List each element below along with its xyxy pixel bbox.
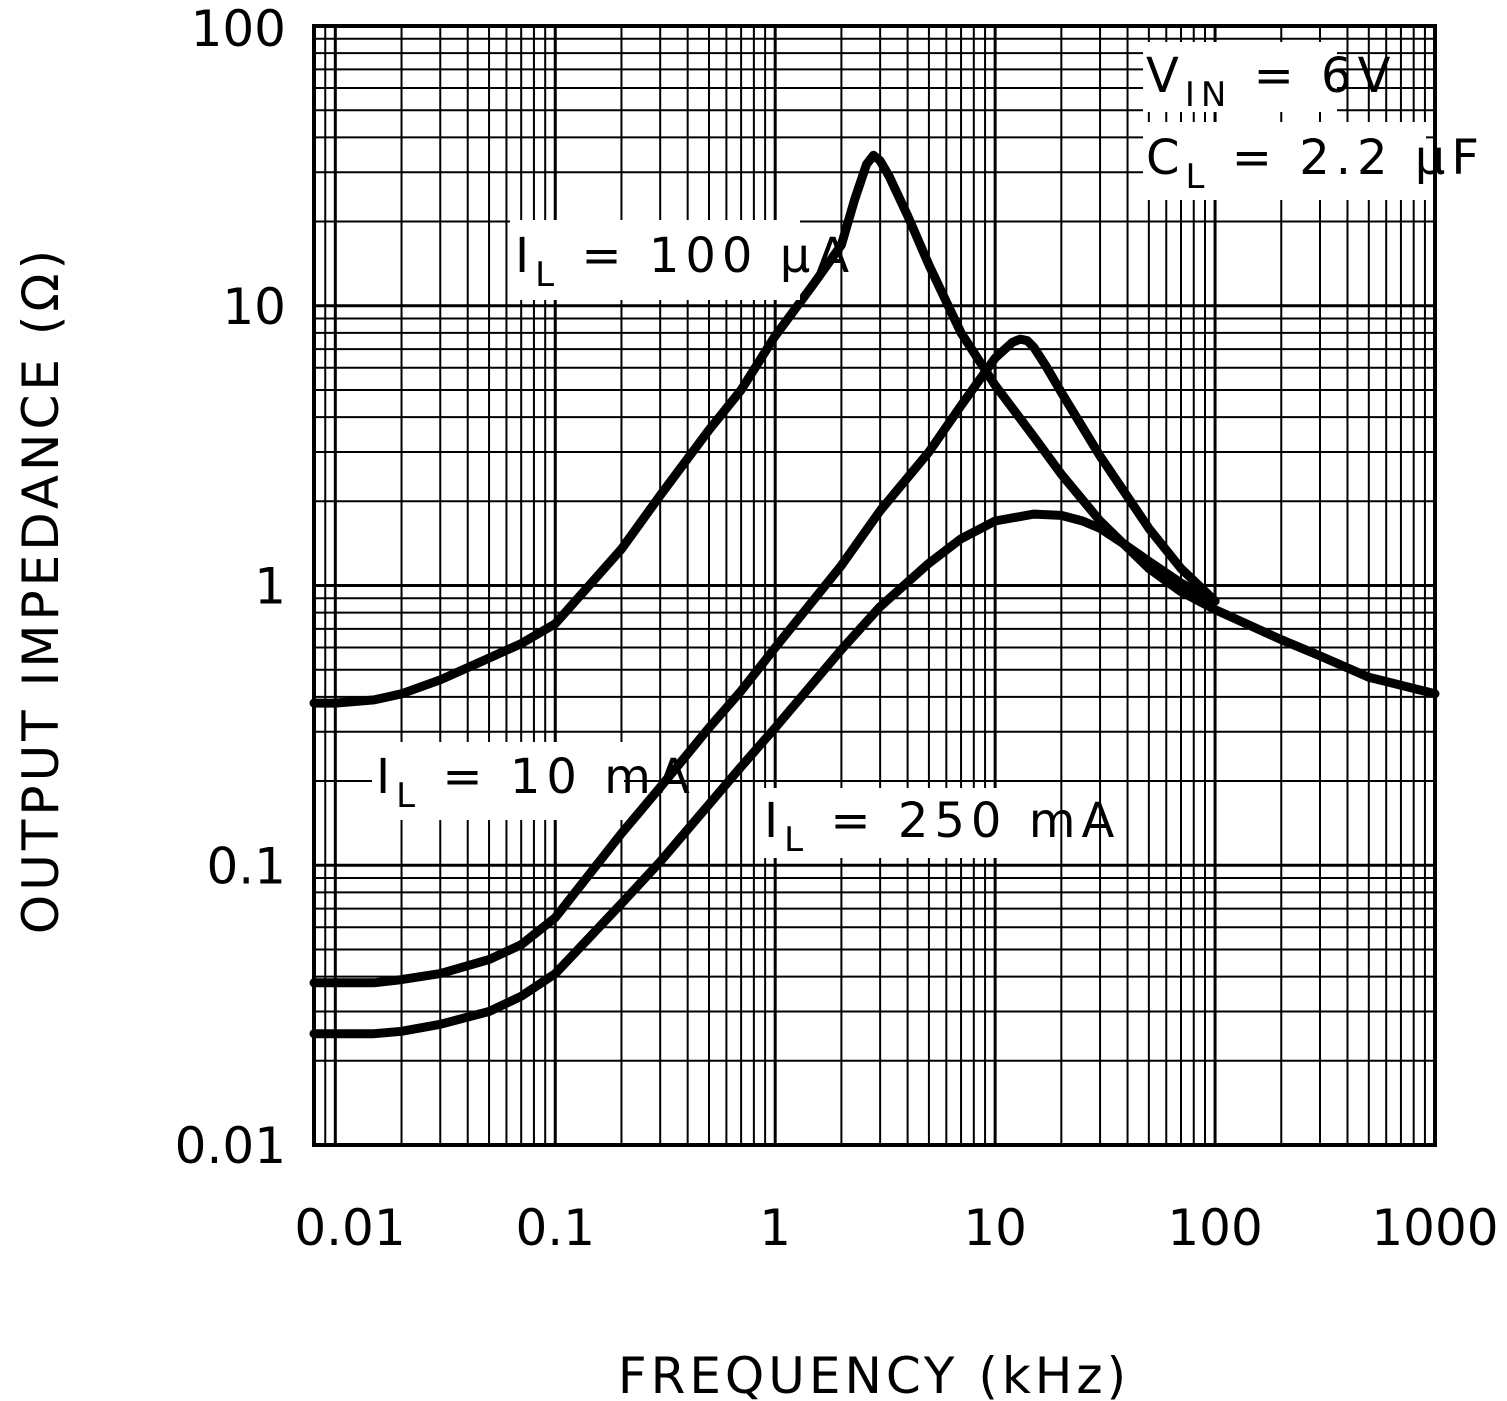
series-label-bg-10ma [372,742,624,820]
series-label-bg-250ma [760,788,1052,858]
series-line-1 [309,334,1220,988]
x-tick-label: 1 [759,1199,791,1257]
y-tick-label: 0.01 [175,1117,286,1175]
series-label-10ma: IL = 10 mA [376,749,696,816]
cl-label-bg [1143,122,1426,200]
y-tick-label: 0.1 [206,837,286,895]
vin-label: VIN = 6V [1146,48,1396,115]
series-label-100ua: IL = 100 μA [515,228,855,295]
y-axis-title: OUTPUT IMPEDANCE (Ω) [12,246,70,934]
y-tick-labels: 0.01 0.1 1 10 100 [175,0,286,1175]
series-label-bg-100ua [510,220,800,300]
x-tick-label: 10 [963,1199,1027,1257]
x-tick-label: 1000 [1371,1199,1498,1257]
series-line-0 [309,150,1440,708]
y-tick-label: 10 [222,278,286,336]
x-axis-title: FREQUENCY (kHz) [618,1347,1130,1401]
y-tick-label: 1 [254,558,286,616]
x-tick-label: 100 [1167,1199,1262,1257]
grid [314,26,1435,1145]
series-group [309,150,1440,1039]
plot-frame [312,24,1437,1147]
vin-label-bg [1143,42,1337,112]
cl-label: CL = 2.2 μF [1146,130,1485,197]
x-tick-labels: 0.01 0.1 1 10 100 1000 [294,1199,1498,1257]
series-line-2 [309,509,1220,1039]
y-tick-label: 100 [191,0,286,58]
x-tick-label: 0.1 [515,1199,595,1257]
series-label-250ma: IL = 250 mA [764,793,1120,860]
x-tick-label: 0.01 [294,1199,405,1257]
